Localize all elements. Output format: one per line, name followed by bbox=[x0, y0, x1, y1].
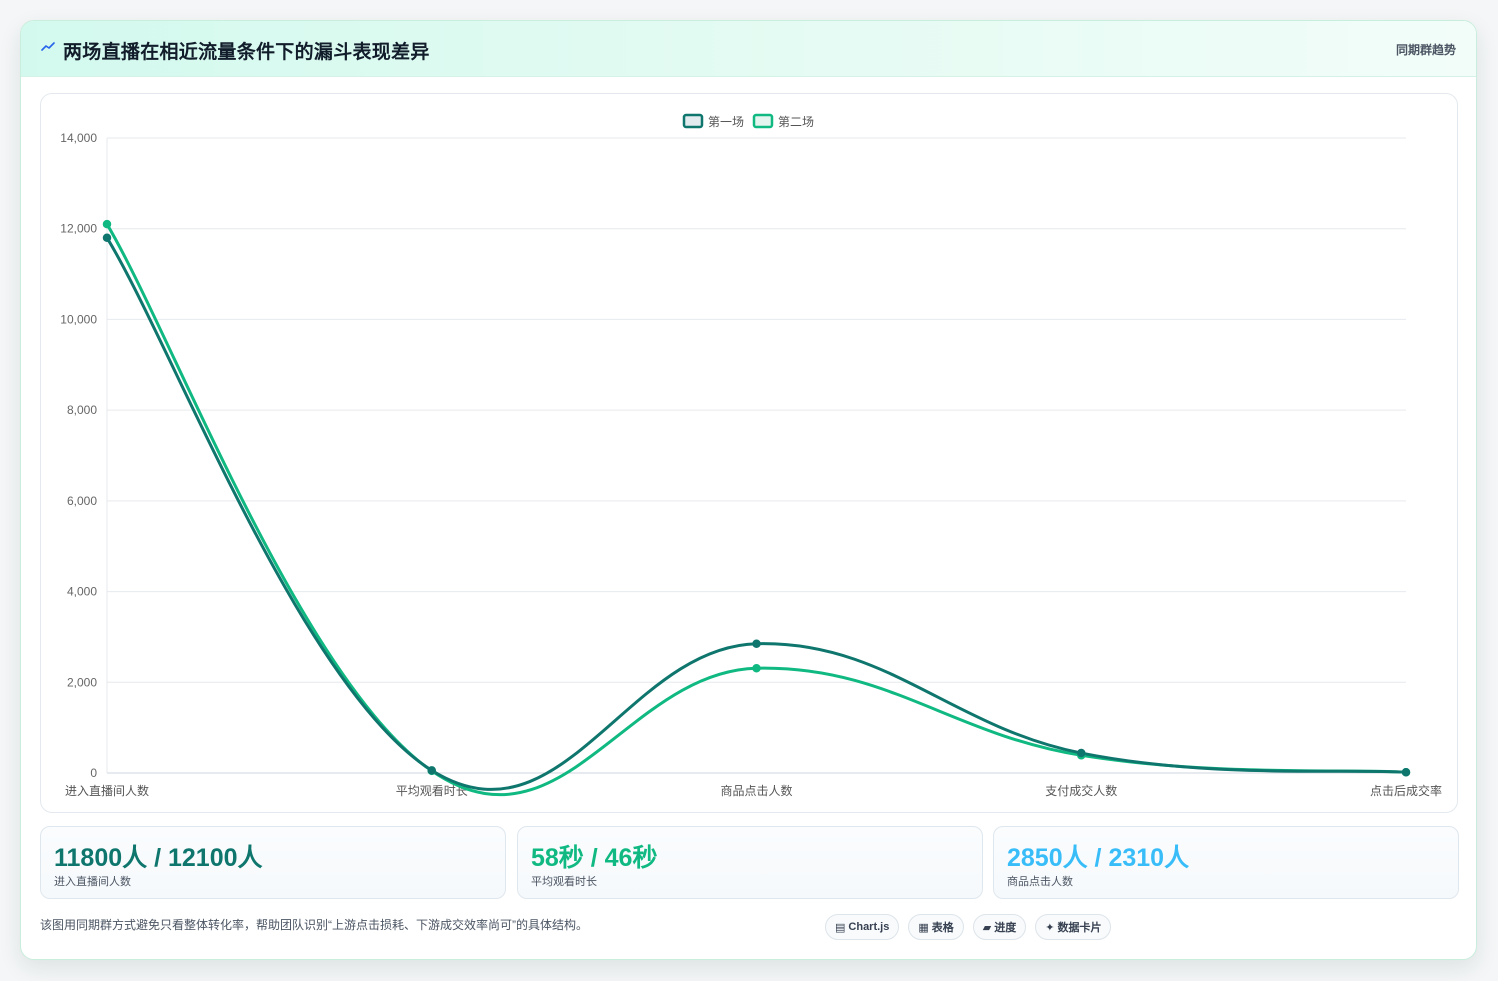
y-tick-label: 8,000 bbox=[67, 403, 97, 417]
data-point-series-1 bbox=[102, 233, 112, 243]
legend-swatch bbox=[752, 113, 774, 129]
legend-swatch bbox=[682, 113, 704, 129]
stat-card-clicks: 2850人 / 2310人 商品点击人数 bbox=[993, 826, 1459, 899]
line-chart-card: 0 2,000 4,000 6,000 8,000 10,000 12,000 14,000 进… bbox=[40, 93, 1458, 813]
x-tick-label: 进入直播间人数 bbox=[65, 783, 149, 798]
data-point-series-1 bbox=[1401, 768, 1411, 777]
x-tick-label: 点击后成交率 bbox=[1370, 783, 1442, 798]
legend-label: 第一场 bbox=[708, 115, 744, 129]
y-tick-label: 14,000 bbox=[60, 131, 97, 145]
trend-line-icon bbox=[41, 42, 55, 51]
line-chart: 0 2,000 4,000 6,000 8,000 10,000 12,000 14,000 进… bbox=[60, 113, 1442, 798]
y-tick-label: 10,000 bbox=[60, 312, 97, 326]
chip-table[interactable]: ▦ 表格 bbox=[908, 914, 964, 940]
page-title: 两场直播在相近流量条件下的漏斗表现差异 bbox=[63, 42, 430, 63]
data-point-series-2 bbox=[102, 219, 112, 229]
series-line-1 bbox=[105, 237, 1407, 791]
data-point-series-1 bbox=[752, 639, 761, 648]
series-line-2 bbox=[105, 223, 1407, 797]
chip-data-card[interactable]: ✦ 数据卡片 bbox=[1035, 914, 1112, 940]
legend-label: 第二场 bbox=[778, 115, 814, 129]
chip-chartjs[interactable]: ▤ Chart.js bbox=[825, 914, 900, 940]
stat-label: 进入直播间人数 bbox=[54, 876, 131, 888]
chart-panel: 两场直播在相近流量条件下的漏斗表现差异 同期群趋势 0 2,000 4,000 6,0… bbox=[20, 20, 1477, 960]
chip-label: 进度 bbox=[994, 922, 1017, 934]
data-point-series-1 bbox=[427, 766, 436, 775]
stat-value: 58秒 / 46秒 bbox=[531, 844, 658, 872]
stat-value: 2850人 / 2310人 bbox=[1007, 844, 1190, 872]
data-point-series-1 bbox=[1077, 748, 1086, 758]
stat-card-watch-time: 58秒 / 46秒 平均观看时长 bbox=[517, 826, 983, 899]
stat-label: 平均观看时长 bbox=[531, 876, 597, 888]
progress-icon: ▰ bbox=[982, 921, 992, 934]
x-tick-label: 支付成交人数 bbox=[1045, 783, 1117, 798]
data-point-series-2 bbox=[752, 663, 761, 673]
chart-footnote: 该图用同期群方式避免只看整体转化率，帮助团队识别“上游点击损耗、下游成交效率尚可… bbox=[40, 918, 588, 932]
y-tick-label: 6,000 bbox=[67, 494, 97, 508]
chip-label: 表格 bbox=[931, 922, 954, 934]
chart-icon: ▤ bbox=[835, 921, 846, 934]
y-tick-label: 4,000 bbox=[67, 585, 97, 599]
chip-label: Chart.js bbox=[848, 921, 890, 933]
chip-progress[interactable]: ▰ 进度 bbox=[972, 914, 1027, 940]
card-icon: ✦ bbox=[1045, 921, 1055, 934]
stat-value: 11800人 / 12100人 bbox=[54, 844, 263, 872]
stat-card-entries: 11800人 / 12100人 进入直播间人数 bbox=[40, 826, 506, 899]
tech-chips: ▤ Chart.js ▦ 表格 ▰ 进度 ✦ 数据卡片 bbox=[825, 914, 1112, 940]
cohort-trend-tag[interactable]: 同期群趋势 bbox=[1395, 43, 1456, 57]
y-tick-label: 0 bbox=[90, 766, 97, 780]
table-icon: ▦ bbox=[918, 921, 929, 934]
panel-header: 两场直播在相近流量条件下的漏斗表现差异 同期群趋势 bbox=[21, 21, 1476, 77]
stat-label: 商品点击人数 bbox=[1007, 876, 1073, 888]
chip-label: 数据卡片 bbox=[1057, 922, 1102, 934]
x-tick-label: 商品点击人数 bbox=[720, 783, 792, 798]
y-tick-label: 12,000 bbox=[60, 222, 97, 236]
x-tick-label: 平均观看时长 bbox=[396, 784, 468, 798]
y-tick-label: 2,000 bbox=[67, 675, 97, 689]
